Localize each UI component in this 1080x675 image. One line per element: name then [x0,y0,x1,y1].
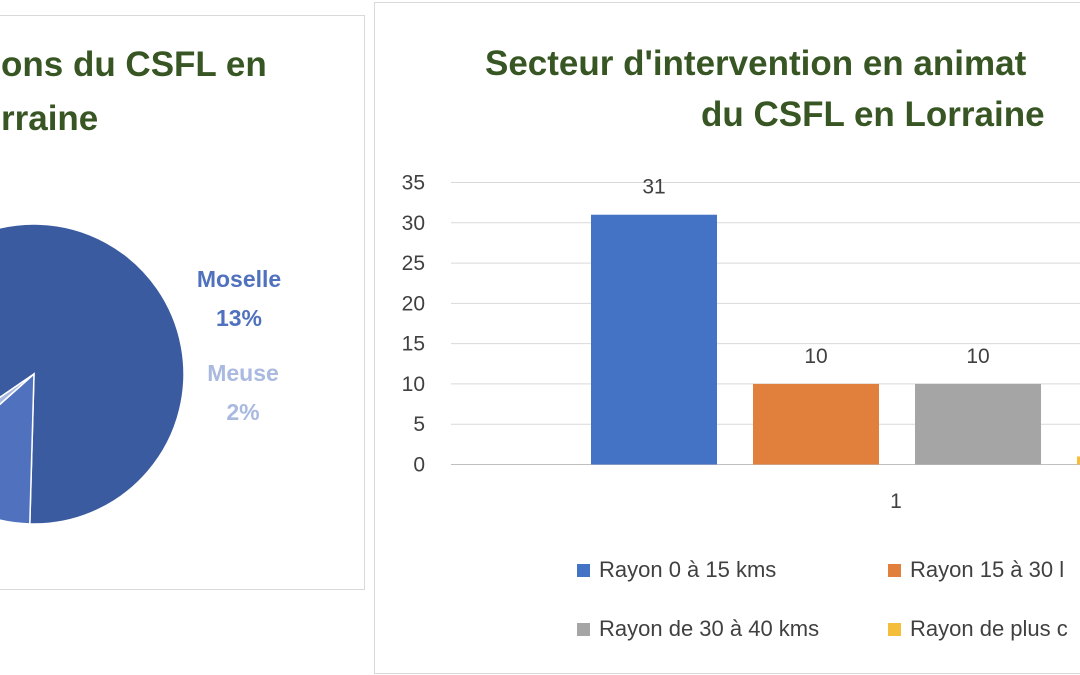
y-tick-label: 25 [402,252,425,275]
pie-slice-moselle [0,372,35,525]
bar-data-label: 31 [642,176,665,199]
legend-swatch-gray [577,622,590,636]
y-tick-label: 30 [402,212,425,235]
bar-series-1 [591,214,717,465]
pie-chart-title-line-1: ons du CSFL en [1,45,267,84]
pie-slice-meuse [0,373,35,406]
bar-series-3 [915,383,1041,465]
pie-slice-main [0,223,185,525]
y-tick-label: 0 [413,454,425,477]
legend-item-rayon-0-15: Rayon 0 à 15 kms [577,557,776,583]
y-tick-label: 20 [402,292,425,315]
pie-label-meuse-name: Meuse [207,360,279,386]
pie-chart-panel: ons du CSFL en rraine Moselle 13% Meuse … [0,15,365,590]
pie-label-meuse-percent: 2% [226,399,259,425]
legend-label: Rayon de plus c [910,616,1068,641]
bar-data-label: 10 [804,345,827,368]
legend-swatch-blue [577,563,590,577]
y-tick-label: 35 [402,172,425,195]
bar-chart-panel: Secteur d'intervention en animat du CSFL… [374,2,1080,674]
y-tick-label: 5 [413,413,425,436]
pie-label-moselle-name: Moselle [197,266,281,292]
bar-data-label: 10 [966,345,989,368]
pie-chart-title-line-2: rraine [1,99,99,138]
bar-chart-title-line-1: Secteur d'intervention en animat [485,44,1027,83]
y-tick-label: 10 [402,373,425,396]
bar-series-4 [1077,456,1080,465]
legend-label: Rayon 15 à 30 l [910,557,1065,582]
bar-series-2 [753,383,879,465]
legend-item-rayon-plus: Rayon de plus c [888,616,1068,642]
pie-chart-plot: Moselle 13% Meuse 2% [0,223,281,525]
legend-label: Rayon 0 à 15 kms [599,557,777,582]
legend-item-rayon-15-30: Rayon 15 à 30 l [888,557,1064,583]
bar-chart-title-line-2: du CSFL en Lorraine [701,95,1045,134]
x-category-label: 1 [890,490,902,513]
y-tick-label: 15 [402,333,425,356]
legend-swatch-orange [888,563,901,577]
legend-label: Rayon de 30 à 40 kms [599,616,820,641]
legend-swatch-yellow [888,622,901,636]
legend-item-rayon-30-40: Rayon de 30 à 40 kms [577,616,819,642]
pie-label-moselle-percent: 13% [216,305,262,331]
